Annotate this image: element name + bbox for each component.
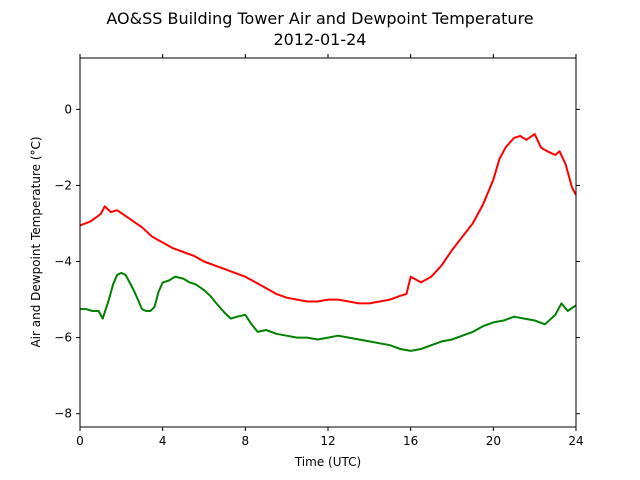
x-tick-label: 16 [403, 434, 418, 448]
y-axis: 0 −2 −4 −6 −8 [54, 102, 580, 421]
series-layer [79, 133, 577, 352]
x-tick-label: 24 [568, 434, 583, 448]
plot-frame [79, 57, 577, 428]
y-tick-label: −6 [54, 331, 72, 345]
y-tick-label: 0 [64, 102, 72, 116]
x-tick-label: 8 [242, 434, 250, 448]
y-tick-label: −4 [54, 255, 72, 269]
x-tick-label: 20 [486, 434, 501, 448]
x-axis: 0 4 8 12 16 20 24 [76, 54, 584, 448]
chart-subtitle: 2012-01-24 [274, 30, 367, 49]
x-axis-label: Time (UTC) [294, 455, 361, 469]
series-line-2 [80, 271, 577, 352]
y-axis-label: Air and Dewpoint Temperature (°C) [29, 136, 43, 347]
y-tick-label: −2 [54, 178, 72, 192]
x-tick-label: 4 [159, 434, 167, 448]
x-tick-label: 0 [76, 434, 84, 448]
x-tick-label: 12 [320, 434, 335, 448]
chart-title: AO&SS Building Tower Air and Dewpoint Te… [106, 9, 533, 28]
series-line-1 [79, 133, 577, 305]
y-tick-label: −8 [54, 407, 72, 421]
